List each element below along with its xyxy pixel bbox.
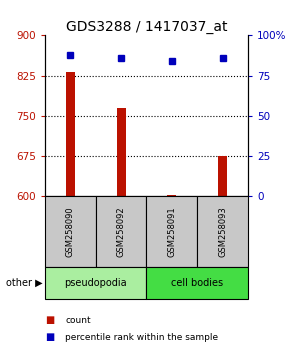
Text: other ▶: other ▶	[6, 278, 42, 288]
Title: GDS3288 / 1417037_at: GDS3288 / 1417037_at	[66, 21, 227, 34]
Text: percentile rank within the sample: percentile rank within the sample	[65, 332, 218, 342]
Text: GSM258090: GSM258090	[66, 206, 75, 257]
Text: GSM258091: GSM258091	[167, 206, 176, 257]
Text: GSM258092: GSM258092	[117, 206, 126, 257]
Bar	[167, 195, 176, 196]
Text: pseudopodia: pseudopodia	[64, 278, 127, 288]
Text: ■: ■	[45, 315, 54, 325]
Text: ■: ■	[45, 332, 54, 342]
Bar	[66, 73, 75, 196]
Text: GSM258093: GSM258093	[218, 206, 227, 257]
Bar	[218, 156, 227, 196]
Text: count: count	[65, 316, 91, 325]
Text: cell bodies: cell bodies	[171, 278, 223, 288]
Bar	[117, 108, 126, 196]
